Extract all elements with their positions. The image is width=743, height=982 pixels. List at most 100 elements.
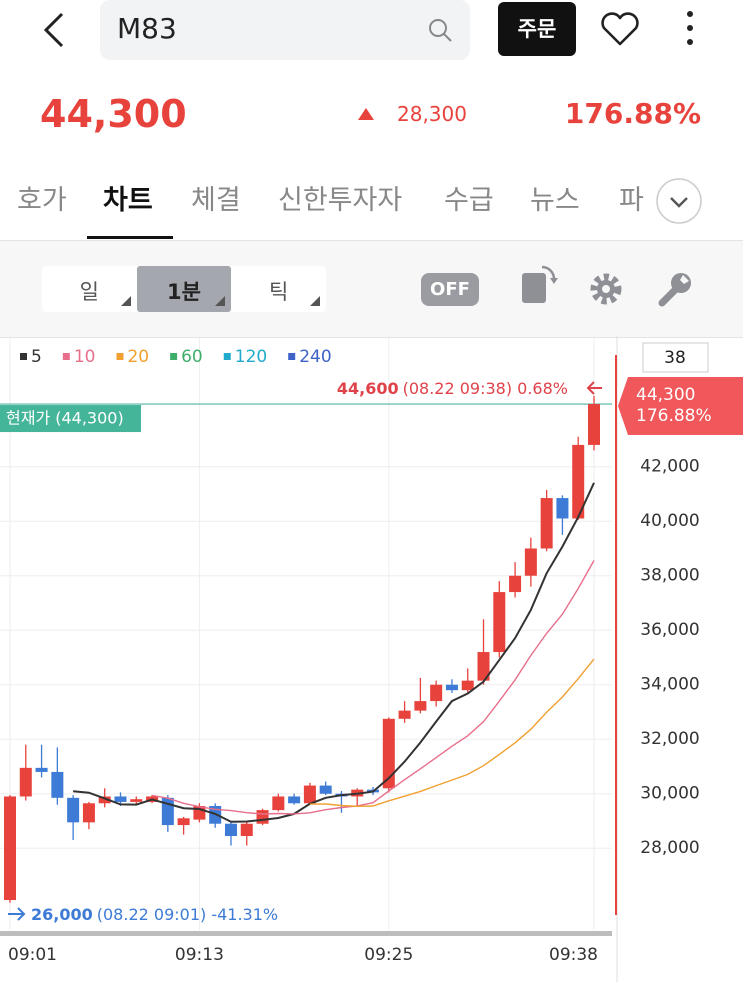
candle-body: [19, 767, 32, 797]
tab[interactable]: 파: [619, 185, 644, 216]
search-box[interactable]: M83: [100, 0, 470, 60]
current-price-tag: [0, 405, 141, 433]
tab[interactable]: 차트: [103, 185, 153, 216]
x-tick-label: 09:25: [364, 945, 413, 965]
price-flag-pct: 176.88%: [636, 406, 712, 426]
candle-body: [98, 796, 111, 804]
period-option[interactable]: 틱: [231, 266, 326, 312]
count-label: 38: [664, 348, 686, 368]
low-annotation: 26,000 (08.22 09:01) -41.31%: [31, 905, 278, 924]
ma-line: [73, 482, 595, 823]
price-change-pct: 176.88%: [564, 97, 701, 130]
legend-label: 120: [235, 347, 267, 367]
candle-body: [556, 498, 569, 519]
tab-more-button[interactable]: [654, 176, 704, 226]
candle-body: [430, 684, 443, 702]
tools-button[interactable]: [656, 271, 694, 309]
candle-body: [398, 710, 411, 719]
high-arrow: [586, 381, 602, 395]
period-label: 1분: [167, 280, 201, 304]
legend-label: 5: [31, 347, 42, 367]
high-price: 44,600: [337, 379, 399, 398]
tab[interactable]: 호가: [17, 185, 67, 216]
candle-body: [382, 718, 395, 789]
candle-body: [509, 575, 522, 593]
legend-swatch: [223, 353, 231, 360]
candle-body: [256, 810, 269, 824]
search-icon: [429, 19, 452, 42]
heart-icon: [601, 12, 639, 46]
candle-body: [272, 796, 285, 811]
candle-body: [177, 818, 190, 826]
period-label: 일: [79, 280, 99, 304]
legend-swatch: [20, 353, 27, 360]
tab-underline: [87, 236, 173, 239]
period-corner: [120, 296, 131, 306]
tab[interactable]: 체결: [191, 185, 241, 216]
y-tick-label: 32,000: [640, 729, 699, 749]
candle-body: [51, 771, 64, 798]
settings-button[interactable]: [588, 271, 624, 307]
legend-swatch: [116, 353, 124, 360]
price-change: 28,300: [397, 102, 467, 126]
y-tick-label: 30,000: [640, 784, 699, 804]
candle-body: [524, 548, 537, 576]
rotate-button[interactable]: [520, 263, 560, 307]
legend-label: 60: [181, 347, 203, 367]
y-tick-label: 34,000: [640, 675, 699, 695]
candle-body: [82, 803, 95, 823]
candle-body: [445, 684, 458, 691]
candle-body: [130, 799, 143, 802]
candle-body: [114, 796, 127, 802]
scrollbar: [0, 931, 612, 936]
y-tick-label: 28,000: [640, 838, 699, 858]
high-annotation: 44,600 (08.22 09:38) 0.68%: [337, 379, 568, 398]
x-tick-label: 09:13: [175, 945, 224, 965]
candle-body: [477, 652, 490, 681]
candle-body: [67, 797, 80, 823]
candle-body: [224, 823, 237, 836]
menu-button[interactable]: [680, 8, 700, 50]
indicator-toggle[interactable]: OFF: [421, 273, 479, 306]
candle-body: [303, 785, 316, 804]
search-text: M83: [117, 12, 177, 45]
tab[interactable]: 신한투자자: [278, 185, 403, 216]
period-selector: 일 1분 틱: [42, 266, 326, 312]
order-button[interactable]: 주문: [498, 2, 576, 56]
x-tick-label: 09:38: [549, 945, 598, 965]
legend-swatch: [170, 353, 178, 360]
ma-line: [151, 560, 595, 815]
y-tick-label: 38,000: [640, 566, 699, 586]
high-detail: (08.22 09:38) 0.68%: [403, 379, 568, 398]
back-button[interactable]: [38, 10, 74, 50]
price: 44,300: [40, 92, 187, 136]
y-tick-label: 40,000: [640, 511, 699, 531]
period-corner: [215, 296, 226, 306]
favorite-button[interactable]: [598, 10, 642, 50]
candle-body: [540, 498, 553, 549]
candle-body: [572, 444, 585, 519]
low-arrow: [8, 907, 26, 921]
period-corner: [309, 296, 320, 306]
tab-bar: 호가 차트 체결 신한투자자 수급 뉴스 파: [0, 170, 743, 240]
legend-swatch: [288, 353, 296, 360]
back-icon: [43, 12, 64, 48]
candle-body: [288, 796, 301, 804]
candle-body: [35, 767, 48, 772]
low-detail: (08.22 09:01) -41.31%: [97, 905, 278, 924]
tab[interactable]: 뉴스: [530, 185, 580, 216]
legend-label: 10: [74, 347, 96, 367]
period-option[interactable]: 일: [42, 266, 137, 312]
price-flag: [618, 377, 743, 435]
x-tick-label: 09:01: [8, 945, 57, 965]
chart: 38 44,600 (08.22 09:38) 0.68% 26,000 (08.2…: [0, 336, 743, 982]
tab[interactable]: 수급: [444, 185, 494, 216]
legend-label: 20: [127, 347, 149, 367]
up-icon: [358, 108, 374, 120]
y-tick-label: 42,000: [640, 457, 699, 477]
ma-line: [309, 658, 595, 808]
price-flag-price: 44,300: [636, 385, 695, 405]
period-option[interactable]: 1분: [136, 266, 232, 312]
period-label: 틱: [268, 280, 289, 304]
